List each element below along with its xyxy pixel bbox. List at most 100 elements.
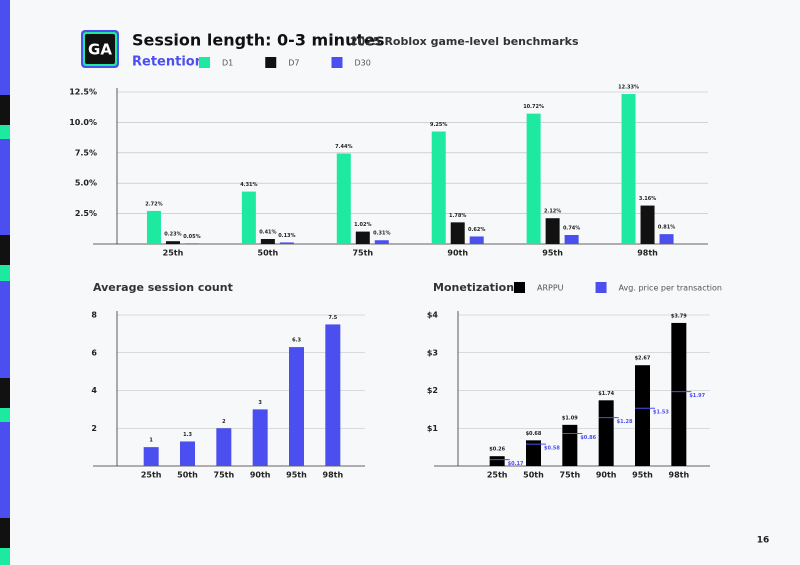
value-label: 0.81% xyxy=(658,225,675,231)
y-tick-label: 4 xyxy=(91,386,97,395)
x-tick-label: 95th xyxy=(286,471,307,480)
bar xyxy=(289,347,304,466)
legend-swatch xyxy=(514,282,525,293)
x-tick-label: 98th xyxy=(637,249,658,258)
value-label: 6.3 xyxy=(292,338,301,344)
bar xyxy=(526,113,541,244)
value-label: 7.5 xyxy=(328,315,337,321)
bar xyxy=(252,409,268,466)
value-label: 0.13% xyxy=(278,233,295,239)
legend-swatch xyxy=(595,282,607,293)
bar xyxy=(489,456,505,466)
value-label: 1.02% xyxy=(354,222,371,228)
value-label: $1.97 xyxy=(689,393,705,399)
side-stripe xyxy=(0,518,10,548)
y-tick-label: 8 xyxy=(91,311,97,320)
value-label: $0.58 xyxy=(544,446,560,452)
value-label: 0.31% xyxy=(373,231,390,237)
side-stripe xyxy=(0,125,10,139)
value-label: $3.79 xyxy=(671,313,687,319)
value-label: 2.12% xyxy=(544,209,561,215)
legend-label: D30 xyxy=(355,59,371,68)
legend-swatch xyxy=(199,57,210,68)
bar xyxy=(143,447,159,466)
bar xyxy=(450,222,465,244)
bar xyxy=(325,324,341,466)
value-label: 0.74% xyxy=(563,226,580,232)
bar xyxy=(621,94,636,244)
y-tick-label: 10.0% xyxy=(69,118,97,127)
bar xyxy=(659,234,674,244)
value-label: $1.28 xyxy=(617,419,633,425)
value-label: 12.33% xyxy=(618,85,639,91)
value-label: 0.62% xyxy=(468,227,485,233)
value-label: 4.31% xyxy=(240,182,257,188)
bar xyxy=(671,322,687,466)
y-tick-label: 6 xyxy=(91,348,97,357)
side-stripe xyxy=(0,378,10,408)
value-label: 0.05% xyxy=(183,234,200,240)
value-label: 10.72% xyxy=(523,104,544,110)
side-stripe xyxy=(0,548,10,565)
value-label: $0.26 xyxy=(489,447,505,453)
bar xyxy=(241,191,256,244)
chart-title: Monetization xyxy=(433,281,514,294)
x-tick-label: 75th xyxy=(214,471,235,480)
value-label: $0.17 xyxy=(508,461,524,467)
bar xyxy=(146,210,161,244)
y-tick-label: $1 xyxy=(427,424,439,433)
side-stripe xyxy=(0,265,10,281)
value-label: 1.3 xyxy=(183,432,192,438)
value-label: $2.67 xyxy=(635,356,651,362)
bar xyxy=(184,243,199,244)
bar xyxy=(374,240,389,244)
bar xyxy=(180,441,195,466)
bar xyxy=(260,239,275,244)
y-tick-label: 2.5% xyxy=(75,209,97,218)
x-tick-label: 50th xyxy=(177,471,198,480)
value-label: 1 xyxy=(149,438,153,444)
value-label: $1.74 xyxy=(598,391,614,397)
bar xyxy=(431,131,446,244)
bar xyxy=(216,428,232,466)
legend-swatch xyxy=(265,57,277,68)
value-label: 3 xyxy=(258,400,262,406)
x-tick-label: 25th xyxy=(487,471,508,480)
legend-label: Avg. price per transaction xyxy=(619,284,722,293)
bar xyxy=(526,440,541,466)
title: Session length: 0-3 minutes xyxy=(132,31,384,50)
bar xyxy=(564,235,579,244)
legend-label: D7 xyxy=(288,59,299,68)
x-tick-label: 25th xyxy=(163,249,184,258)
legend-label: D1 xyxy=(222,59,233,68)
bar xyxy=(598,400,614,466)
value-label: 1.78% xyxy=(449,213,466,219)
page-number: 16 xyxy=(757,536,770,546)
x-tick-label: 50th xyxy=(523,471,544,480)
logo-text: GA xyxy=(88,41,112,59)
side-stripe xyxy=(0,408,10,422)
logo xyxy=(85,34,115,64)
x-tick-label: 95th xyxy=(542,249,563,258)
x-tick-label: 50th xyxy=(258,249,279,258)
y-tick-label: $4 xyxy=(427,311,439,320)
x-tick-label: 90th xyxy=(250,471,271,480)
bar xyxy=(279,242,294,244)
side-stripe xyxy=(0,0,10,565)
value-label: $1.53 xyxy=(653,410,669,416)
y-tick-label: 7.5% xyxy=(75,148,97,157)
side-stripe xyxy=(0,95,10,125)
value-label: 2.72% xyxy=(145,201,162,207)
chart-title: Average session count xyxy=(93,281,233,294)
value-label: 9.25% xyxy=(430,122,447,128)
bar xyxy=(640,205,655,244)
y-tick-label: 2 xyxy=(91,424,97,433)
legend-label: ARPPU xyxy=(537,284,564,293)
side-stripe xyxy=(0,235,10,265)
value-label: 0.41% xyxy=(259,230,276,236)
bar xyxy=(355,231,370,244)
legend-swatch xyxy=(331,57,343,68)
bar xyxy=(336,153,351,244)
